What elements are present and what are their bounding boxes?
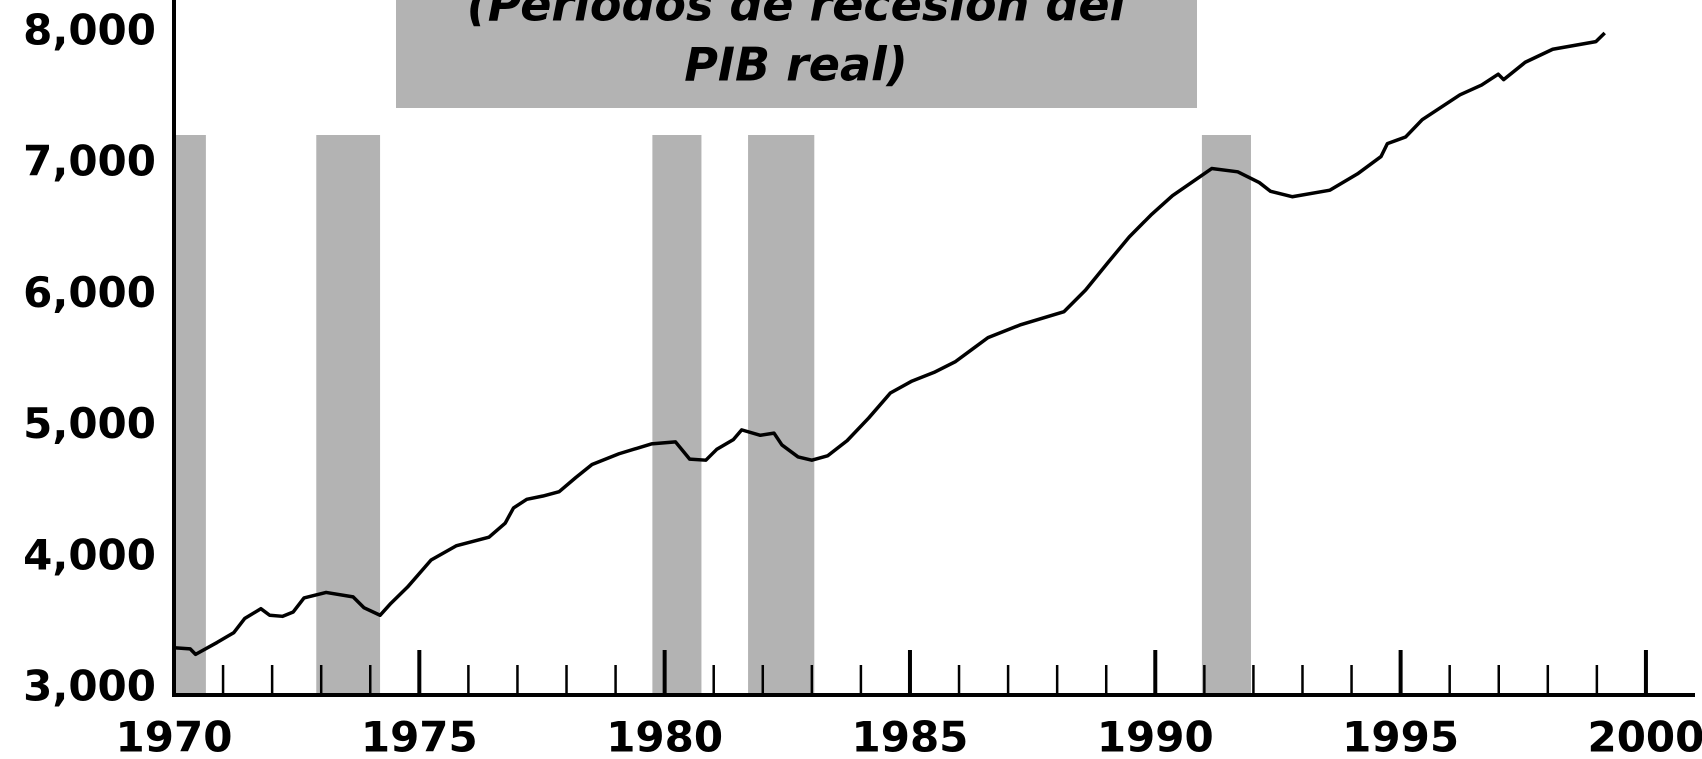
y-tick-label: 5,000: [23, 399, 156, 448]
y-tick-label: 3,000: [23, 662, 156, 711]
x-tick-label: 2000: [1587, 713, 1702, 759]
annotation-box: [396, 0, 1197, 108]
x-tick-label: 1985: [852, 713, 969, 759]
x-tick-label: 1975: [361, 713, 478, 759]
x-tick-label: 1990: [1097, 713, 1214, 759]
x-tick-label: 1970: [116, 713, 233, 759]
gdp-line: [173, 31, 1606, 657]
annotation-line: (Períodos de recesión del: [467, 0, 1127, 32]
recession-band: [174, 135, 206, 695]
recession-band: [1201, 135, 1251, 695]
y-tick-label: 7,000: [23, 137, 156, 186]
y-tick-label: 8,000: [23, 6, 156, 55]
recession-band: [316, 135, 381, 695]
x-tick-label: 1995: [1342, 713, 1459, 759]
annotation-line: PIB real): [684, 38, 908, 92]
x-tick-label: 1980: [606, 713, 723, 759]
recession-band: [652, 135, 702, 695]
y-tick-label: 4,000: [23, 530, 156, 579]
recession-band: [748, 135, 815, 695]
y-tick-label: 6,000: [23, 268, 156, 317]
